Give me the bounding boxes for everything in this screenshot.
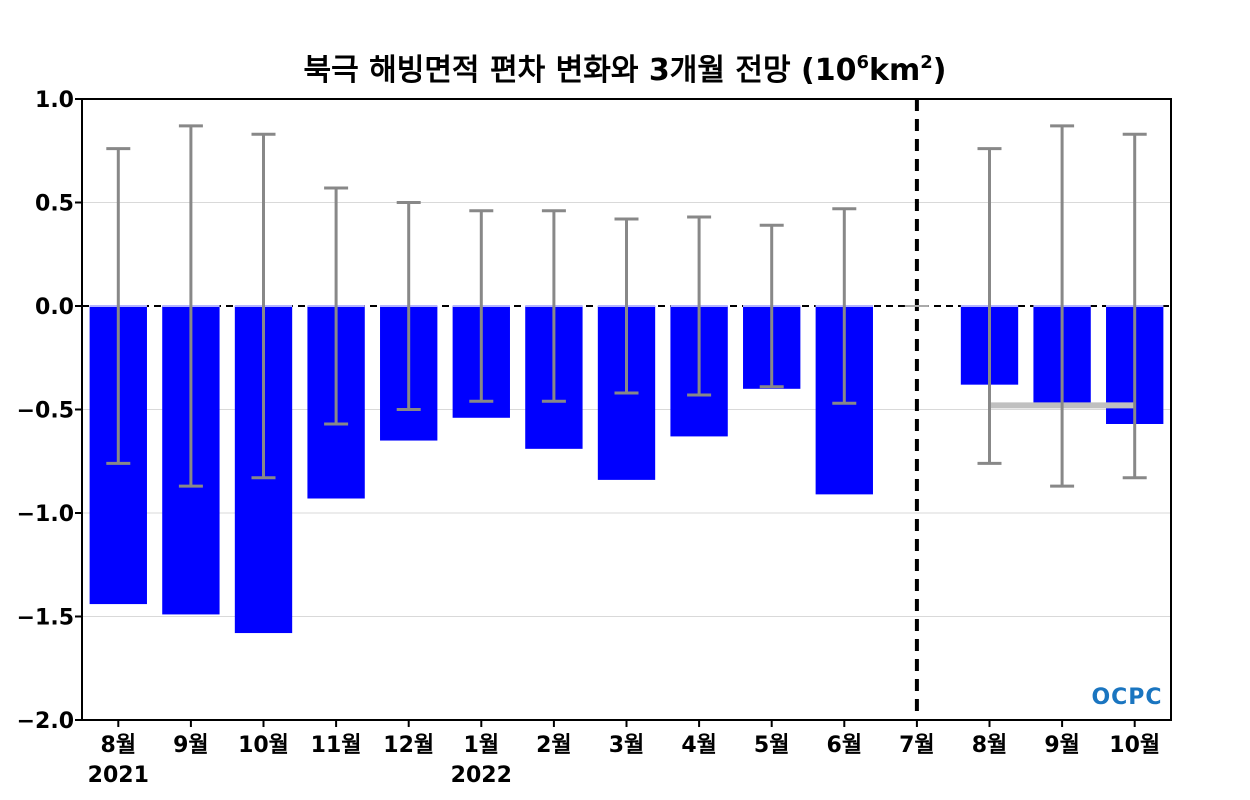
ocpc-logo: OCPC bbox=[1091, 685, 1162, 710]
y-axis: 1.0 0.5 0.0 −0.5 −1.0 −1.5 −2.0 bbox=[17, 88, 82, 734]
x-tick-label: 9월 bbox=[173, 733, 209, 758]
chart-title: 북극 해빙면적 편차 변화와 3개월 전망 (106km2) bbox=[303, 52, 946, 88]
y-tick-label: −1.5 bbox=[17, 606, 74, 631]
error-bars bbox=[106, 124, 1147, 488]
x-tick-label: 6월 bbox=[827, 733, 863, 758]
x-tick-label: 3월 bbox=[609, 733, 645, 758]
y-tick-label: 0.5 bbox=[35, 192, 74, 217]
x-tick-label: 5월 bbox=[754, 733, 790, 758]
y-tick-label: 1.0 bbox=[35, 88, 74, 113]
x-axis: 8월 9월 10월 11월 12월 1월 2월 3월 4월 5월 6월 7월 8월 9월 10월 2021 20… bbox=[88, 720, 1160, 788]
x-tick-label: 9월 bbox=[1044, 733, 1080, 758]
x-tick-label: 11월 bbox=[311, 733, 362, 758]
y-tick-label: 0.0 bbox=[35, 295, 74, 320]
x-tick-label: 8월 bbox=[101, 733, 137, 758]
x-tick-label: 2월 bbox=[536, 733, 572, 758]
year-label: 2022 bbox=[451, 763, 512, 788]
x-tick-label: 12월 bbox=[383, 733, 434, 758]
x-tick-label: 4월 bbox=[681, 733, 717, 758]
y-tick-label: −2.0 bbox=[17, 709, 74, 734]
y-tick-label: −1.0 bbox=[17, 502, 74, 527]
x-tick-label: 8월 bbox=[972, 733, 1008, 758]
x-tick-label: 1월 bbox=[464, 733, 500, 758]
year-label: 2021 bbox=[88, 763, 149, 788]
y-tick-label: −0.5 bbox=[17, 399, 74, 424]
x-tick-label: 10월 bbox=[238, 733, 289, 758]
x-tick-label: 7월 bbox=[899, 733, 935, 758]
x-tick-label: 10월 bbox=[1109, 733, 1160, 758]
